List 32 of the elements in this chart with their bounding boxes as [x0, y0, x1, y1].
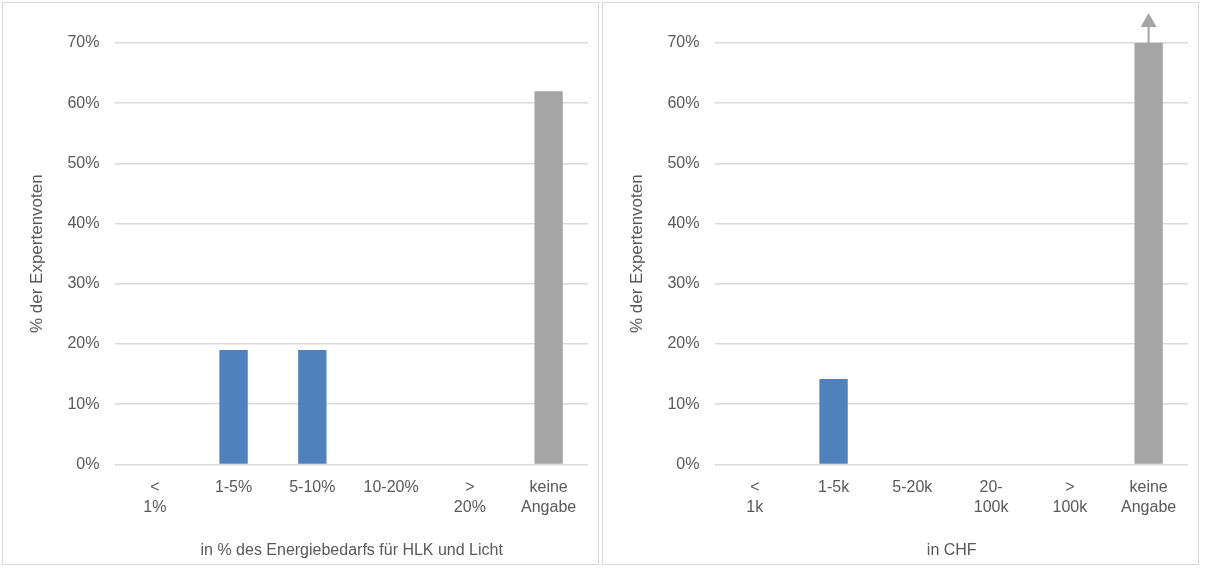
y-tick-label: 10%: [67, 394, 100, 412]
x-axis-title: in % des Energiebedarfs für HLK und Licht: [200, 540, 504, 558]
x-tick-label: > 100k: [1052, 478, 1089, 515]
x-tick-label: 10-20%: [363, 478, 419, 496]
y-tick-label: 10%: [667, 394, 700, 412]
y-tick-label: 0%: [676, 454, 700, 472]
y-tick-label: 20%: [67, 334, 100, 352]
y-tick-label: 60%: [667, 93, 700, 111]
y-axis-title: % der Expertenvoten: [626, 174, 646, 334]
x-tick-label: 5-20k: [892, 478, 934, 496]
x-tick-label: keine Angabe: [1121, 478, 1177, 515]
y-tick-label: 40%: [67, 214, 100, 232]
y-tick-label: 20%: [667, 334, 700, 352]
x-tick-label: < 1%: [143, 478, 167, 515]
x-tick-label: keine Angabe: [521, 478, 577, 515]
x-tick-label: 1-5k: [818, 478, 851, 496]
x-tick-label: 1-5%: [214, 478, 253, 496]
x-tick-label: < 1k: [746, 478, 765, 515]
x-tick-label: 20-100k: [973, 478, 1010, 515]
y-tick-label: 70%: [67, 33, 100, 51]
y-tick-label: 0%: [76, 454, 100, 472]
x-tick-label: 5-10%: [289, 478, 336, 496]
y-tick-label: 50%: [67, 153, 100, 171]
y-tick-label: 70%: [667, 33, 700, 51]
x-tick-label: > 20%: [453, 478, 486, 515]
y-tick-label: 30%: [67, 274, 100, 292]
y-tick-label: 50%: [667, 153, 700, 171]
y-tick-label: 60%: [67, 93, 100, 111]
y-axis-title: % der Expertenvoten: [26, 174, 46, 334]
y-tick-label: 40%: [667, 214, 700, 232]
y-tick-label: 30%: [667, 274, 700, 292]
x-axis-title: in CHF: [926, 540, 977, 558]
